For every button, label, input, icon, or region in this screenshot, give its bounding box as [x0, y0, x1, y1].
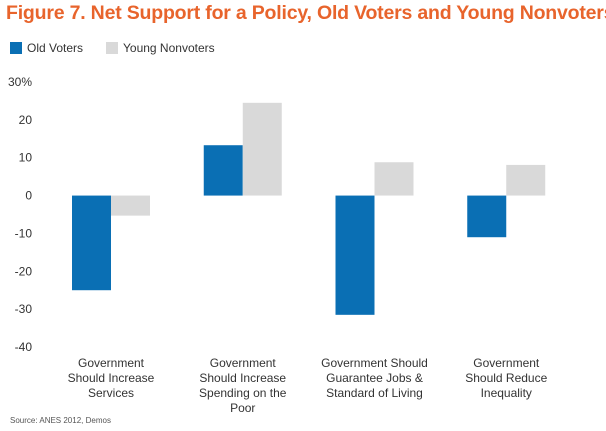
x-tick-label-line: Standard of Living: [326, 386, 423, 400]
y-tick-label: 10: [19, 151, 33, 165]
y-tick-label: -30: [15, 302, 33, 316]
x-tick-label-line: Poor: [230, 401, 255, 415]
bar-old-voters: [335, 195, 375, 315]
y-tick-label: -40: [15, 340, 33, 354]
bar-old-voters: [467, 195, 507, 238]
x-tick-label-line: Should Reduce: [465, 371, 547, 385]
y-tick-label: 20: [19, 113, 33, 127]
x-tick-label: Government Should Guarantee Jobs & Standar…: [321, 356, 428, 400]
x-tick-label-line: Government: [210, 356, 277, 370]
bar-old-voters: [203, 145, 243, 196]
x-tick-label-line: Should Increase: [199, 371, 286, 385]
x-tick-label-line: Government: [473, 356, 540, 370]
y-tick-label: 30%: [8, 75, 32, 89]
x-tick-label-line: Inequality: [481, 386, 532, 400]
y-tick-label: -10: [15, 226, 33, 240]
x-tick-label: Government Should Reduce Inequality: [465, 356, 547, 400]
x-tick-label-line: Should Increase: [68, 371, 155, 385]
chart-title: Figure 7. Net Support for a Policy, Old …: [6, 2, 606, 24]
bar-old-voters: [72, 195, 111, 291]
x-tick-label-line: Guarantee Jobs &: [326, 371, 423, 385]
x-tick-label-line: Services: [88, 386, 134, 400]
x-tick-label: Government Should Increase Spending on the…: [199, 356, 287, 415]
x-tick-label: Government Should Increase Services: [68, 356, 155, 400]
y-tick-label: 0: [25, 189, 32, 203]
bar-young-nonvoters: [242, 102, 282, 196]
x-tick-label-line: Government Should: [321, 356, 428, 370]
legend-swatch-young-nonvoters: [106, 42, 118, 54]
bar-young-nonvoters: [374, 162, 414, 196]
x-tick-label-line: Spending on the: [199, 386, 287, 400]
legend-label-young-nonvoters: Young Nonvoters: [123, 41, 215, 55]
legend-swatch-old-voters: [10, 42, 22, 54]
x-tick-label-line: Government: [78, 356, 145, 370]
bar-young-nonvoters: [111, 195, 150, 216]
bar-young-nonvoters: [506, 164, 546, 196]
y-tick-label: -20: [15, 264, 33, 278]
source-note: Source: ANES 2012, Demos: [10, 416, 111, 425]
legend-label-old-voters: Old Voters: [27, 41, 84, 55]
